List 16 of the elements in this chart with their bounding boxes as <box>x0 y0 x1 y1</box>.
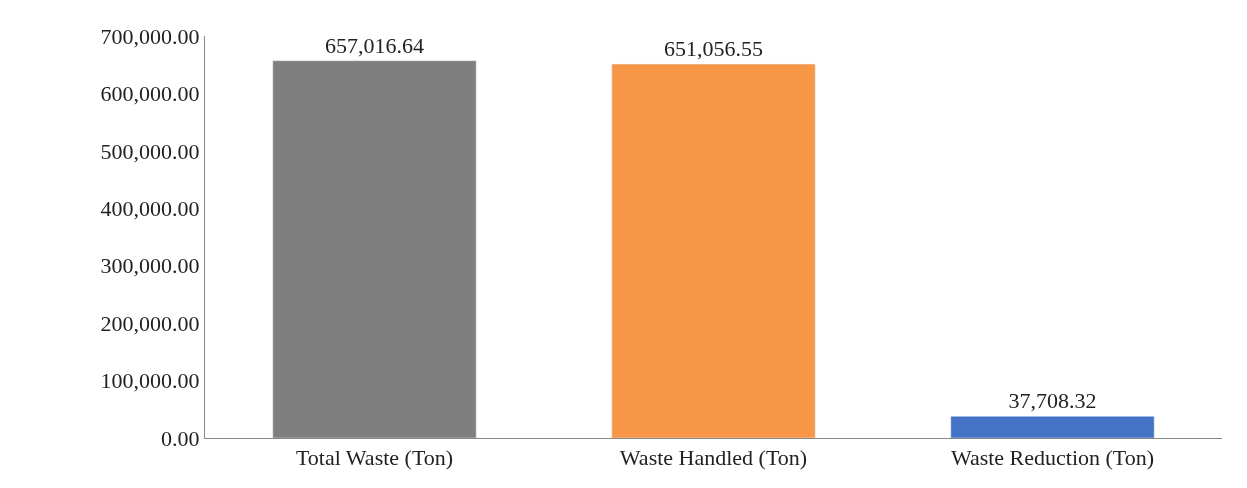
data-label: 37,708.32 <box>1008 388 1097 414</box>
bar <box>950 416 1155 438</box>
y-tick-label: 600,000.00 <box>100 81 200 107</box>
x-tick-label: Waste Reduction (Ton) <box>950 445 1155 471</box>
y-tick-label: 100,000.00 <box>100 368 200 394</box>
y-tick-label: 200,000.00 <box>100 310 200 336</box>
y-tick-label: 0.00 <box>161 425 200 451</box>
y-tick-label: 700,000.00 <box>100 23 200 49</box>
y-tick-label: 400,000.00 <box>100 195 200 221</box>
x-tick-label: Total Waste (Ton) <box>295 445 454 471</box>
data-label: 651,056.55 <box>664 36 763 62</box>
data-label: 657,016.64 <box>325 32 424 58</box>
x-tick-label: Waste Handled (Ton) <box>619 445 808 471</box>
bar <box>611 63 816 438</box>
y-tick-label: 300,000.00 <box>100 253 200 279</box>
y-tick-label: 500,000.00 <box>100 138 200 164</box>
